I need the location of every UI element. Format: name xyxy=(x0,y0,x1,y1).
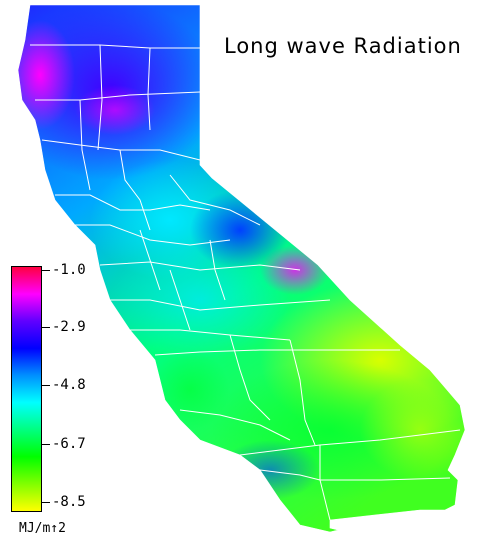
legend-tick-label: -1.0 xyxy=(52,262,86,278)
legend-tick-mark xyxy=(41,444,50,445)
legend-tick-mark xyxy=(41,385,50,386)
legend-tick-mark xyxy=(41,327,50,328)
legend-tick-label: -2.9 xyxy=(52,319,86,335)
legend-tick-label: -4.8 xyxy=(52,377,86,393)
legend-tick-mark xyxy=(41,270,50,271)
legend-units-label: MJ/m↑2 xyxy=(19,521,66,536)
state-outline xyxy=(17,4,466,533)
county-lines xyxy=(30,44,461,521)
legend-tick-label: -8.5 xyxy=(52,494,86,510)
color-scale-bar xyxy=(11,266,42,512)
map-title: Long wave Radiation xyxy=(224,34,462,58)
legend-tick-mark xyxy=(41,502,50,503)
legend-tick-label: -6.7 xyxy=(52,436,86,452)
